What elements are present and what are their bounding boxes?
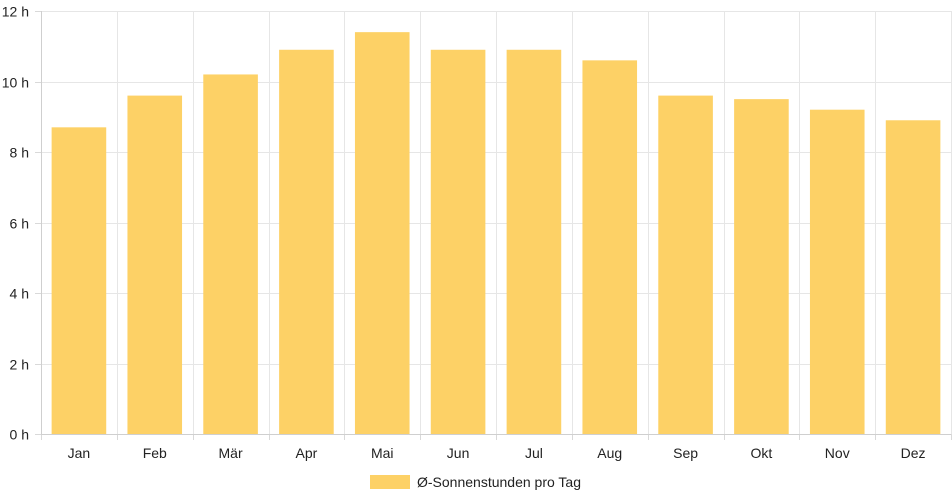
y-tick-labels: 0 h 2 h 4 h 6 h 8 h 10 h 12 h [2, 4, 29, 443]
bar-jan[interactable] [51, 127, 107, 434]
bar-jul[interactable] [506, 49, 562, 435]
legend[interactable]: Ø-Sonnenstunden pro Tag [370, 474, 581, 490]
x-tick-label: Dez [901, 445, 926, 461]
bar-dez[interactable] [885, 120, 941, 435]
x-tick-label: Mär [219, 445, 243, 461]
bar-aug[interactable] [582, 60, 638, 434]
bar-mär[interactable] [203, 74, 258, 434]
legend-label[interactable]: Ø-Sonnenstunden pro Tag [417, 474, 581, 490]
x-tick-label: Feb [143, 445, 167, 461]
x-tick-label: Aug [597, 445, 622, 461]
y-tick-label: 0 h [10, 427, 29, 443]
x-tick-labels: Jan Feb Mär Apr Mai Jun Jul Aug Sep Okt Nov Dez [68, 445, 926, 461]
y-tick-label: 12 h [2, 4, 29, 20]
axes [35, 11, 952, 440]
bar-sep[interactable] [658, 95, 713, 434]
x-tick-label: Jun [447, 445, 470, 461]
x-tick-label: Jan [68, 445, 91, 461]
bar-okt[interactable] [734, 99, 789, 435]
y-tick-label: 10 h [2, 75, 29, 91]
x-tick-label: Okt [751, 445, 773, 461]
bars-group [51, 32, 941, 435]
y-tick-label: 2 h [10, 357, 29, 373]
y-tick-label: 8 h [10, 145, 29, 161]
x-tick-label: Jul [525, 445, 543, 461]
y-tick-label: 4 h [10, 286, 29, 302]
bar-jun[interactable] [430, 49, 486, 435]
bar-feb[interactable] [127, 95, 183, 434]
x-tick-label: Mai [371, 445, 394, 461]
bar-mai[interactable] [354, 32, 410, 435]
x-tick-label: Apr [296, 445, 318, 461]
legend-swatch[interactable] [370, 475, 410, 489]
x-tick-label: Sep [673, 445, 698, 461]
bar-nov[interactable] [809, 109, 865, 434]
bar-apr[interactable] [279, 49, 334, 435]
y-tick-label: 6 h [10, 216, 29, 232]
x-tick-label: Nov [825, 445, 850, 461]
